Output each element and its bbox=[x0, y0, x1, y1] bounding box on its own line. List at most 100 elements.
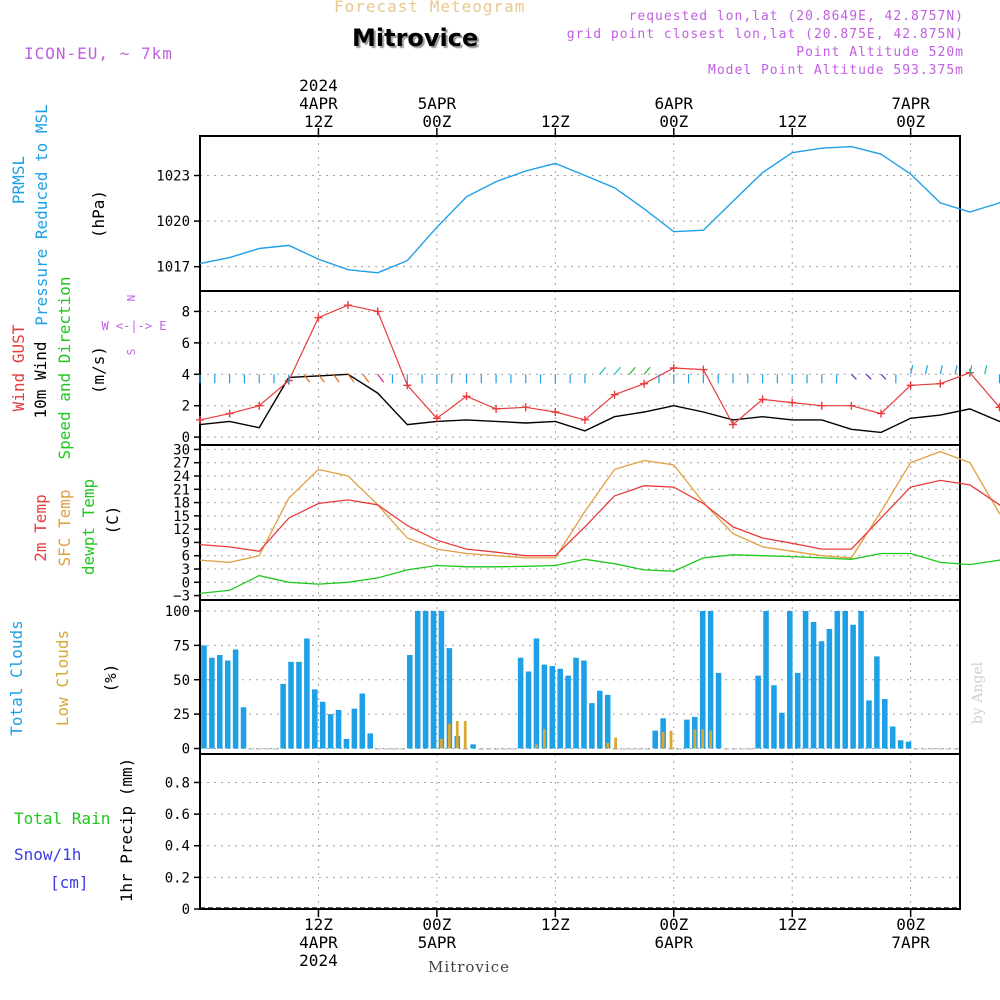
total-cloud-bar bbox=[224, 660, 231, 749]
low-cloud-bar bbox=[693, 729, 697, 749]
y-tick-label: 24 bbox=[173, 469, 190, 485]
total-cloud-bar bbox=[446, 648, 453, 749]
ylabel-speed-direction: Speed and Direction bbox=[55, 276, 74, 459]
y-tick-label: 0 bbox=[182, 430, 190, 446]
total-cloud-bar bbox=[288, 661, 294, 749]
legend-snow: Snow/1h bbox=[14, 845, 81, 864]
wind-gust-marker bbox=[255, 401, 264, 410]
wind-gust-marker bbox=[580, 415, 589, 424]
time-label-bottom: 2024 bbox=[299, 951, 338, 970]
wind-gust-marker bbox=[551, 408, 560, 416]
total-cloud-bar bbox=[818, 641, 825, 749]
total-cloud-bar bbox=[905, 741, 912, 749]
total-cloud-bar bbox=[779, 712, 785, 749]
total-cloud-bar bbox=[707, 611, 714, 749]
total-cloud-bar bbox=[802, 611, 809, 749]
pressure-line bbox=[199, 145, 1000, 274]
time-label-top: 5APR bbox=[418, 94, 457, 113]
wind-gust-marker bbox=[196, 415, 204, 424]
total-cloud-bar bbox=[874, 656, 880, 749]
chart-subtitle: Forecast Meteogram bbox=[334, 0, 526, 16]
legend-cm: [cm] bbox=[50, 873, 89, 892]
total-cloud-bar bbox=[842, 611, 848, 749]
wind-gust-marker bbox=[344, 301, 353, 310]
wind-gust-marker bbox=[225, 409, 234, 418]
time-label-bottom: 7APR bbox=[891, 933, 930, 952]
ylabel-celsius: (C) bbox=[103, 506, 122, 535]
total-cloud-bar bbox=[541, 664, 548, 749]
y-tick-label: 3 bbox=[182, 562, 190, 578]
total-cloud-bar bbox=[771, 685, 777, 749]
total-cloud-bar bbox=[549, 666, 556, 749]
footer-location: Mitrovice bbox=[428, 958, 510, 976]
wind-direction-arrow bbox=[628, 366, 636, 375]
y-tick-label: 2 bbox=[182, 399, 190, 415]
y-tick-label: 6 bbox=[182, 549, 190, 565]
compass-south: S bbox=[125, 349, 138, 356]
total-cloud-bar bbox=[858, 611, 864, 749]
time-label-bottom: 5APR bbox=[418, 933, 457, 952]
total-cloud-bar bbox=[834, 611, 841, 749]
y-tick-label: 0.2 bbox=[165, 870, 190, 886]
total-cloud-bar bbox=[715, 672, 722, 749]
panel-frame-precip bbox=[199, 753, 961, 910]
y-tick-label: 25 bbox=[173, 707, 190, 723]
model-point-altitude: Model Point Altitude 593.375m bbox=[708, 63, 964, 78]
low-cloud-bar bbox=[606, 743, 610, 749]
wind-gust-marker bbox=[640, 379, 649, 388]
ylabel-total-clouds: Total Clouds bbox=[7, 620, 26, 736]
panel-frame-pressure bbox=[199, 135, 961, 292]
total-cloud-bar bbox=[787, 611, 793, 749]
total-cloud-bar bbox=[589, 703, 595, 749]
ylabel-prmsl: PRMSL bbox=[9, 156, 28, 204]
y-tick-label: 75 bbox=[173, 638, 190, 654]
wind-direction-arrow bbox=[377, 373, 385, 383]
wind-gust-marker bbox=[314, 313, 323, 322]
time-label-top: 12Z bbox=[778, 112, 807, 131]
wind-direction-arrow bbox=[939, 365, 943, 375]
time-label-top: 12Z bbox=[541, 112, 570, 131]
wind-direction-arrow bbox=[599, 366, 607, 375]
total-cloud-bar bbox=[684, 719, 690, 749]
wind-direction-arrow bbox=[347, 373, 355, 383]
time-label-bottom: 12Z bbox=[304, 915, 333, 934]
total-cloud-bar bbox=[319, 701, 326, 749]
total-cloud-bar bbox=[652, 730, 658, 749]
time-label-bottom: 12Z bbox=[541, 915, 570, 934]
wind-direction-arrow bbox=[984, 365, 988, 375]
total-cloud-bar bbox=[557, 668, 563, 749]
low-cloud-bar bbox=[614, 737, 618, 749]
wind-direction-arrow bbox=[969, 365, 973, 375]
sfc-temp-line bbox=[199, 450, 1000, 564]
low-cloud-bar bbox=[455, 721, 459, 749]
total-cloud-bar bbox=[367, 733, 373, 749]
y-tick-label: 15 bbox=[173, 509, 190, 525]
wind-gust-marker bbox=[610, 390, 619, 399]
y-tick-label: 100 bbox=[165, 604, 190, 620]
gridpoint-coordinates: grid point closest lon,lat (20.875E, 42.… bbox=[566, 27, 964, 42]
low-cloud-bar bbox=[661, 732, 665, 749]
ylabel-ms: (m/s) bbox=[89, 346, 108, 394]
total-cloud-bar bbox=[351, 708, 358, 749]
credit-watermark: by Angel bbox=[970, 661, 986, 724]
y-tick-label: 9 bbox=[182, 535, 190, 551]
low-cloud-bar bbox=[709, 730, 713, 749]
compass-west-east: W <-|-> E bbox=[101, 319, 166, 333]
time-label-bottom: 00Z bbox=[422, 915, 451, 934]
total-cloud-bar bbox=[280, 683, 286, 749]
y-tick-label: −3 bbox=[173, 589, 190, 605]
time-label-bottom: 6APR bbox=[655, 933, 694, 952]
time-label-top: 00Z bbox=[422, 112, 451, 131]
time-label-top: 00Z bbox=[659, 112, 688, 131]
total-cloud-bar bbox=[422, 611, 429, 749]
total-cloud-bar bbox=[517, 657, 524, 749]
time-label-top: 00Z bbox=[896, 112, 925, 131]
wind-direction-arrow bbox=[362, 373, 370, 383]
y-tick-label: 0 bbox=[182, 575, 190, 591]
ylabel-pressure-msl: Pressure Reduced to MSL bbox=[32, 104, 51, 326]
wind-speed-line bbox=[199, 373, 1000, 434]
wind-gust-marker bbox=[521, 403, 530, 412]
y-tick-label: 0.8 bbox=[165, 775, 190, 791]
low-cloud-bar bbox=[535, 744, 538, 749]
